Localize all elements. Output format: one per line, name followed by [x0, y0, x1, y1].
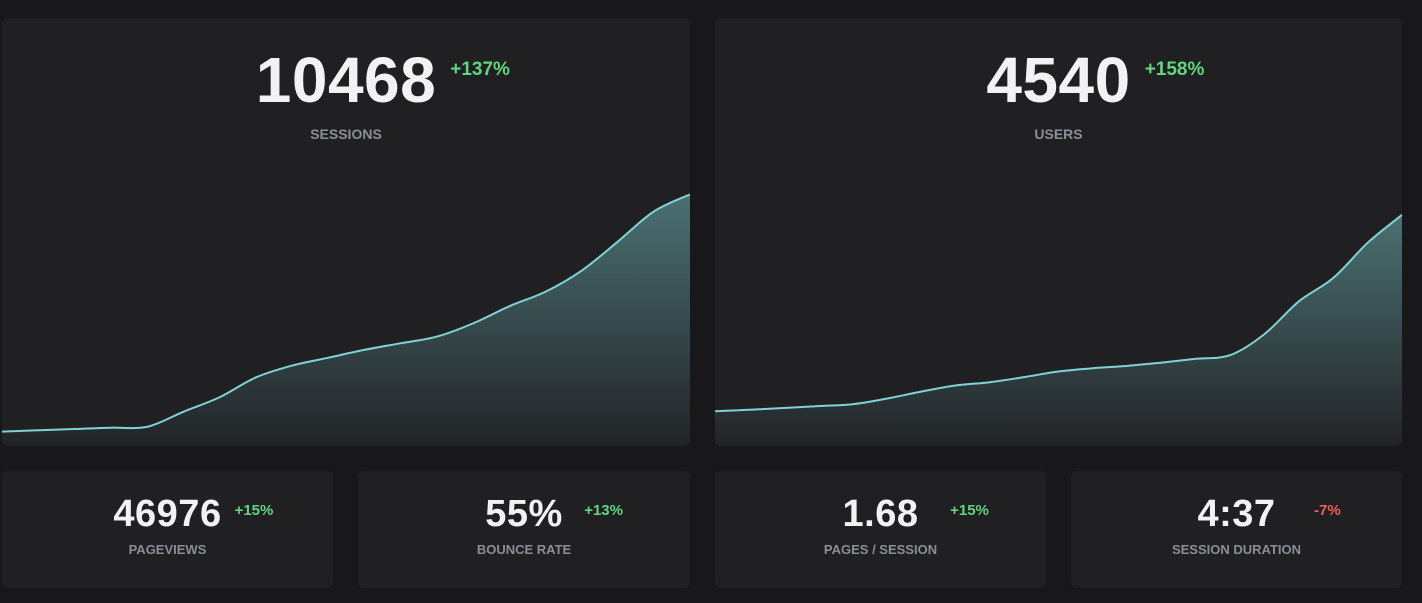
bounce-rate-label: BOUNCE RATE [476, 542, 572, 557]
chart-series-line [2, 193, 690, 433]
pages-per-session-value: 1.68 [842, 493, 919, 535]
session-duration-card: -7% 4:37 SESSION DURATION -7% [1071, 471, 1402, 588]
sessions-card: +137% 10468 SESSIONS +137% [2, 18, 690, 446]
chart-area-fill [2, 194, 690, 446]
chart-series-line [715, 214, 1402, 413]
sessions-value: 10468 [255, 44, 437, 116]
session-duration-delta: -7% [1314, 502, 1341, 519]
sessions-delta: +137% [450, 59, 510, 80]
bounce-rate-delta: +13% [584, 502, 623, 519]
users-chart [715, 214, 1402, 446]
users-delta: +158% [1144, 59, 1205, 80]
users-card: +158% 4540 USERS +158% [715, 18, 1402, 446]
session-duration-label: SESSION DURATION [1171, 542, 1302, 557]
session-duration-value: 4:37 [1197, 493, 1276, 535]
sessions-chart [2, 193, 690, 446]
sessions-metric: +137% 10468 SESSIONS +137% [2, 48, 690, 142]
bounce-rate-value: 55% [485, 493, 563, 535]
users-value: 4540 [986, 44, 1131, 116]
users-label: USERS [1034, 126, 1083, 142]
pageviews-value: 46976 [113, 493, 222, 535]
pages-per-session-card: +15% 1.68 PAGES / SESSION +15% [715, 471, 1046, 588]
pageviews-card: +15% 46976 PAGEVIEWS +15% [2, 471, 333, 588]
bounce-rate-card: +13% 55% BOUNCE RATE +13% [358, 471, 690, 588]
users-metric: +158% 4540 USERS +158% [715, 48, 1402, 142]
pages-per-session-delta: +15% [950, 502, 989, 519]
sessions-label: SESSIONS [310, 126, 382, 142]
pageviews-label: PAGEVIEWS [128, 542, 207, 557]
chart-area-fill [715, 214, 1402, 446]
pages-per-session-label: PAGES / SESSION [823, 542, 938, 557]
pageviews-delta: +15% [234, 502, 274, 519]
